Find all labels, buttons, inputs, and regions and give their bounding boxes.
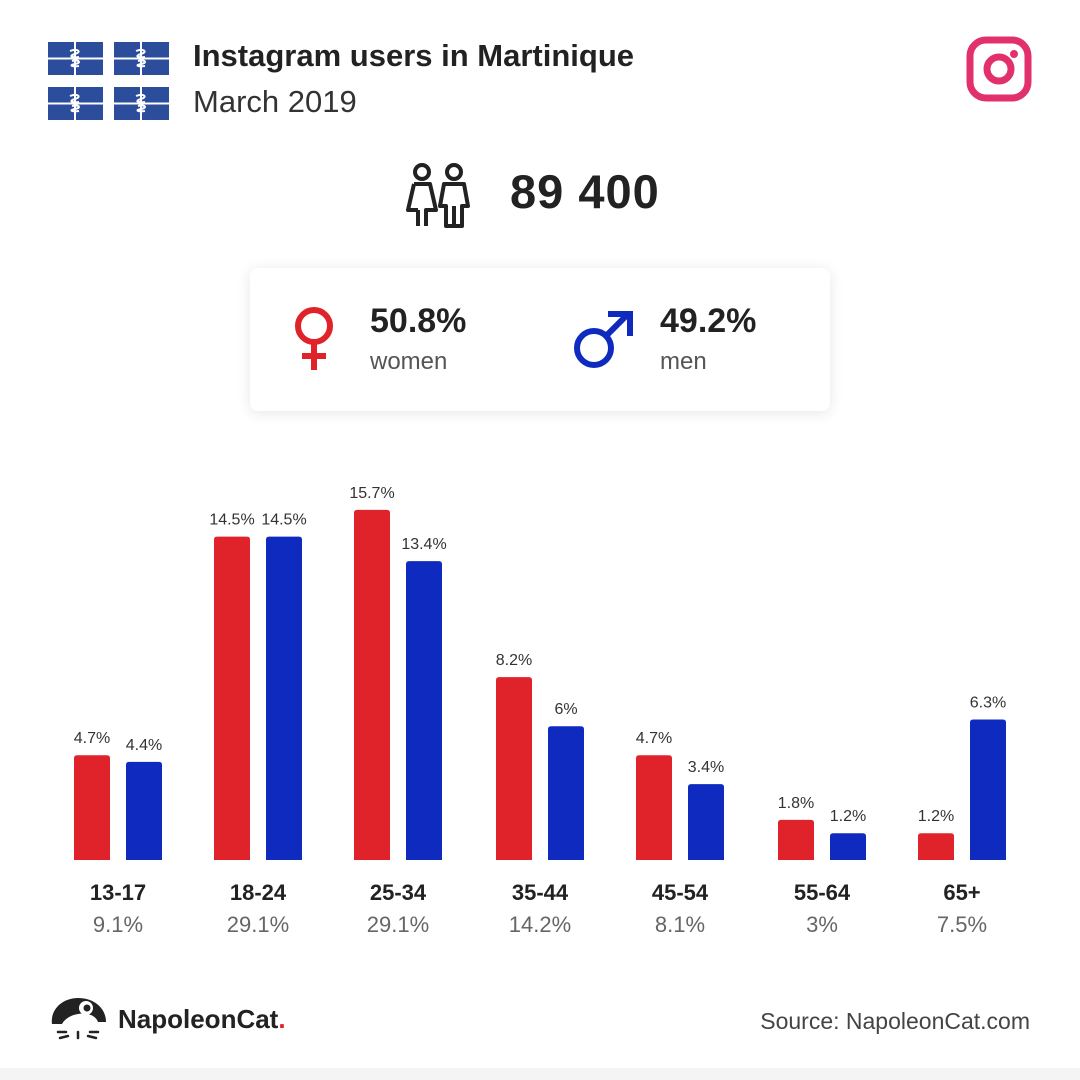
data-label-women-55-64: 1.8% [778,795,814,812]
category-label-18-24: 18-24 [230,880,287,905]
men-percentage: 49.2% [660,302,757,340]
bar-men-65+ [970,719,1006,860]
martinique-flag-icon [114,87,169,120]
bar-men-45-54 [688,784,724,860]
bottom-strip [0,1068,1080,1080]
source-text: Source: NapoleonCat.com [760,1008,1030,1034]
data-label-men-35-44: 6% [554,701,577,718]
bar-women-65+ [918,833,954,860]
women-percentage: 50.8% [370,302,467,340]
bar-women-25-34 [354,509,390,860]
bar-women-35-44 [496,677,532,860]
bar-men-35-44 [548,726,584,860]
category-total-45-54: 8.1% [655,912,705,937]
brand-name: NapoleonCat. [118,1004,286,1035]
data-label-women-35-44: 8.2% [496,652,532,669]
bar-women-45-54 [636,755,672,860]
bar-women-18-24 [214,536,250,860]
page-subtitle: March 2019 [193,84,357,119]
category-total-25-34: 29.1% [367,912,429,937]
page-title: Instagram users in Martinique [193,38,634,73]
bar-men-18-24 [266,536,302,860]
bar-men-13-17 [126,761,162,860]
gender-card: 50.8% women 49.2% men [250,268,830,411]
chart-canvas: 4.7% 4.4% 13-17 9.1% 14.5% 14.5% 18-24 29.1% 15.… [74,485,1006,937]
category-label-65+: 65+ [943,880,980,905]
data-label-women-65+: 1.2% [918,808,954,825]
data-label-women-13-17: 4.7% [74,730,110,747]
bar-men-25-34 [406,561,442,860]
category-total-35-44: 14.2% [509,912,571,937]
women-label: women [370,348,448,375]
men-label: men [660,348,707,375]
age-gender-bar-chart: 4.7% 4.4% 13-17 9.1% 14.5% 14.5% 18-24 29.1% 15.… [0,460,1080,960]
data-label-men-18-24: 14.5% [261,512,306,529]
brand-dot: . [278,1004,286,1034]
data-label-men-13-17: 4.4% [126,737,162,754]
brand-name-text: NapoleonCat [118,1004,279,1034]
data-label-women-45-54: 4.7% [636,730,672,747]
category-label-35-44: 35-44 [512,880,569,905]
total-users-value: 89 400 [510,165,660,218]
category-total-18-24: 29.1% [227,912,289,937]
data-label-women-25-34: 15.7% [349,485,394,502]
napoleoncat-logo-icon [48,992,110,1042]
flag-group [48,42,170,120]
bar-men-55-64 [830,833,866,860]
category-label-45-54: 45-54 [652,880,709,905]
bar-women-13-17 [74,755,110,860]
data-label-women-18-24: 14.5% [209,512,254,529]
data-label-men-55-64: 1.2% [830,808,866,825]
category-total-55-64: 3% [806,912,838,937]
martinique-flag-icon [48,87,103,120]
female-symbol-icon [290,304,340,374]
martinique-flag-icon [114,42,169,75]
category-total-13-17: 9.1% [93,912,143,937]
martinique-flag-icon [48,42,103,75]
category-label-55-64: 55-64 [794,880,851,905]
data-label-men-65+: 6.3% [970,695,1006,712]
male-symbol-icon [570,308,636,374]
data-label-men-25-34: 13.4% [401,536,446,553]
category-label-25-34: 25-34 [370,880,427,905]
instagram-icon [966,36,1032,102]
category-total-65+: 7.5% [937,912,987,937]
data-label-men-45-54: 3.4% [688,759,724,776]
category-label-13-17: 13-17 [90,880,146,905]
bar-women-55-64 [778,819,814,860]
users-icon [404,160,474,230]
